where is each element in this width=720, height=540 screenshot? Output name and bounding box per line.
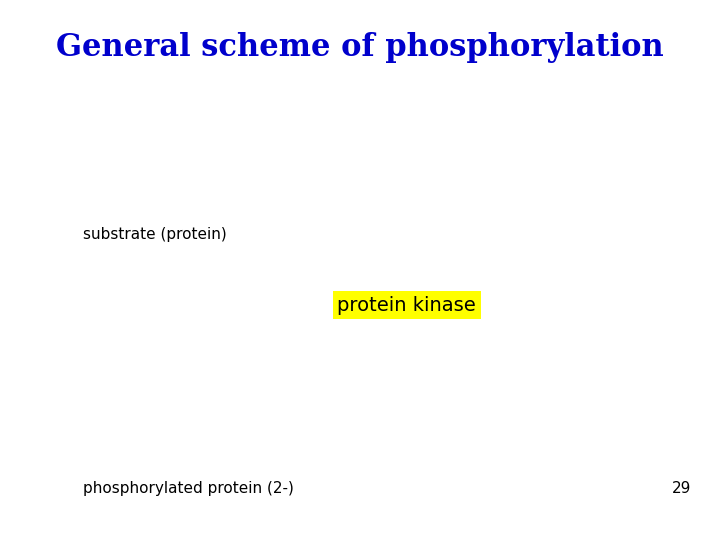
Text: protein kinase: protein kinase <box>338 295 476 315</box>
Text: General scheme of phosphorylation: General scheme of phosphorylation <box>56 32 664 63</box>
Text: 29: 29 <box>672 481 691 496</box>
Text: phosphorylated protein (2-): phosphorylated protein (2-) <box>83 481 294 496</box>
Text: substrate (protein): substrate (protein) <box>83 227 227 242</box>
